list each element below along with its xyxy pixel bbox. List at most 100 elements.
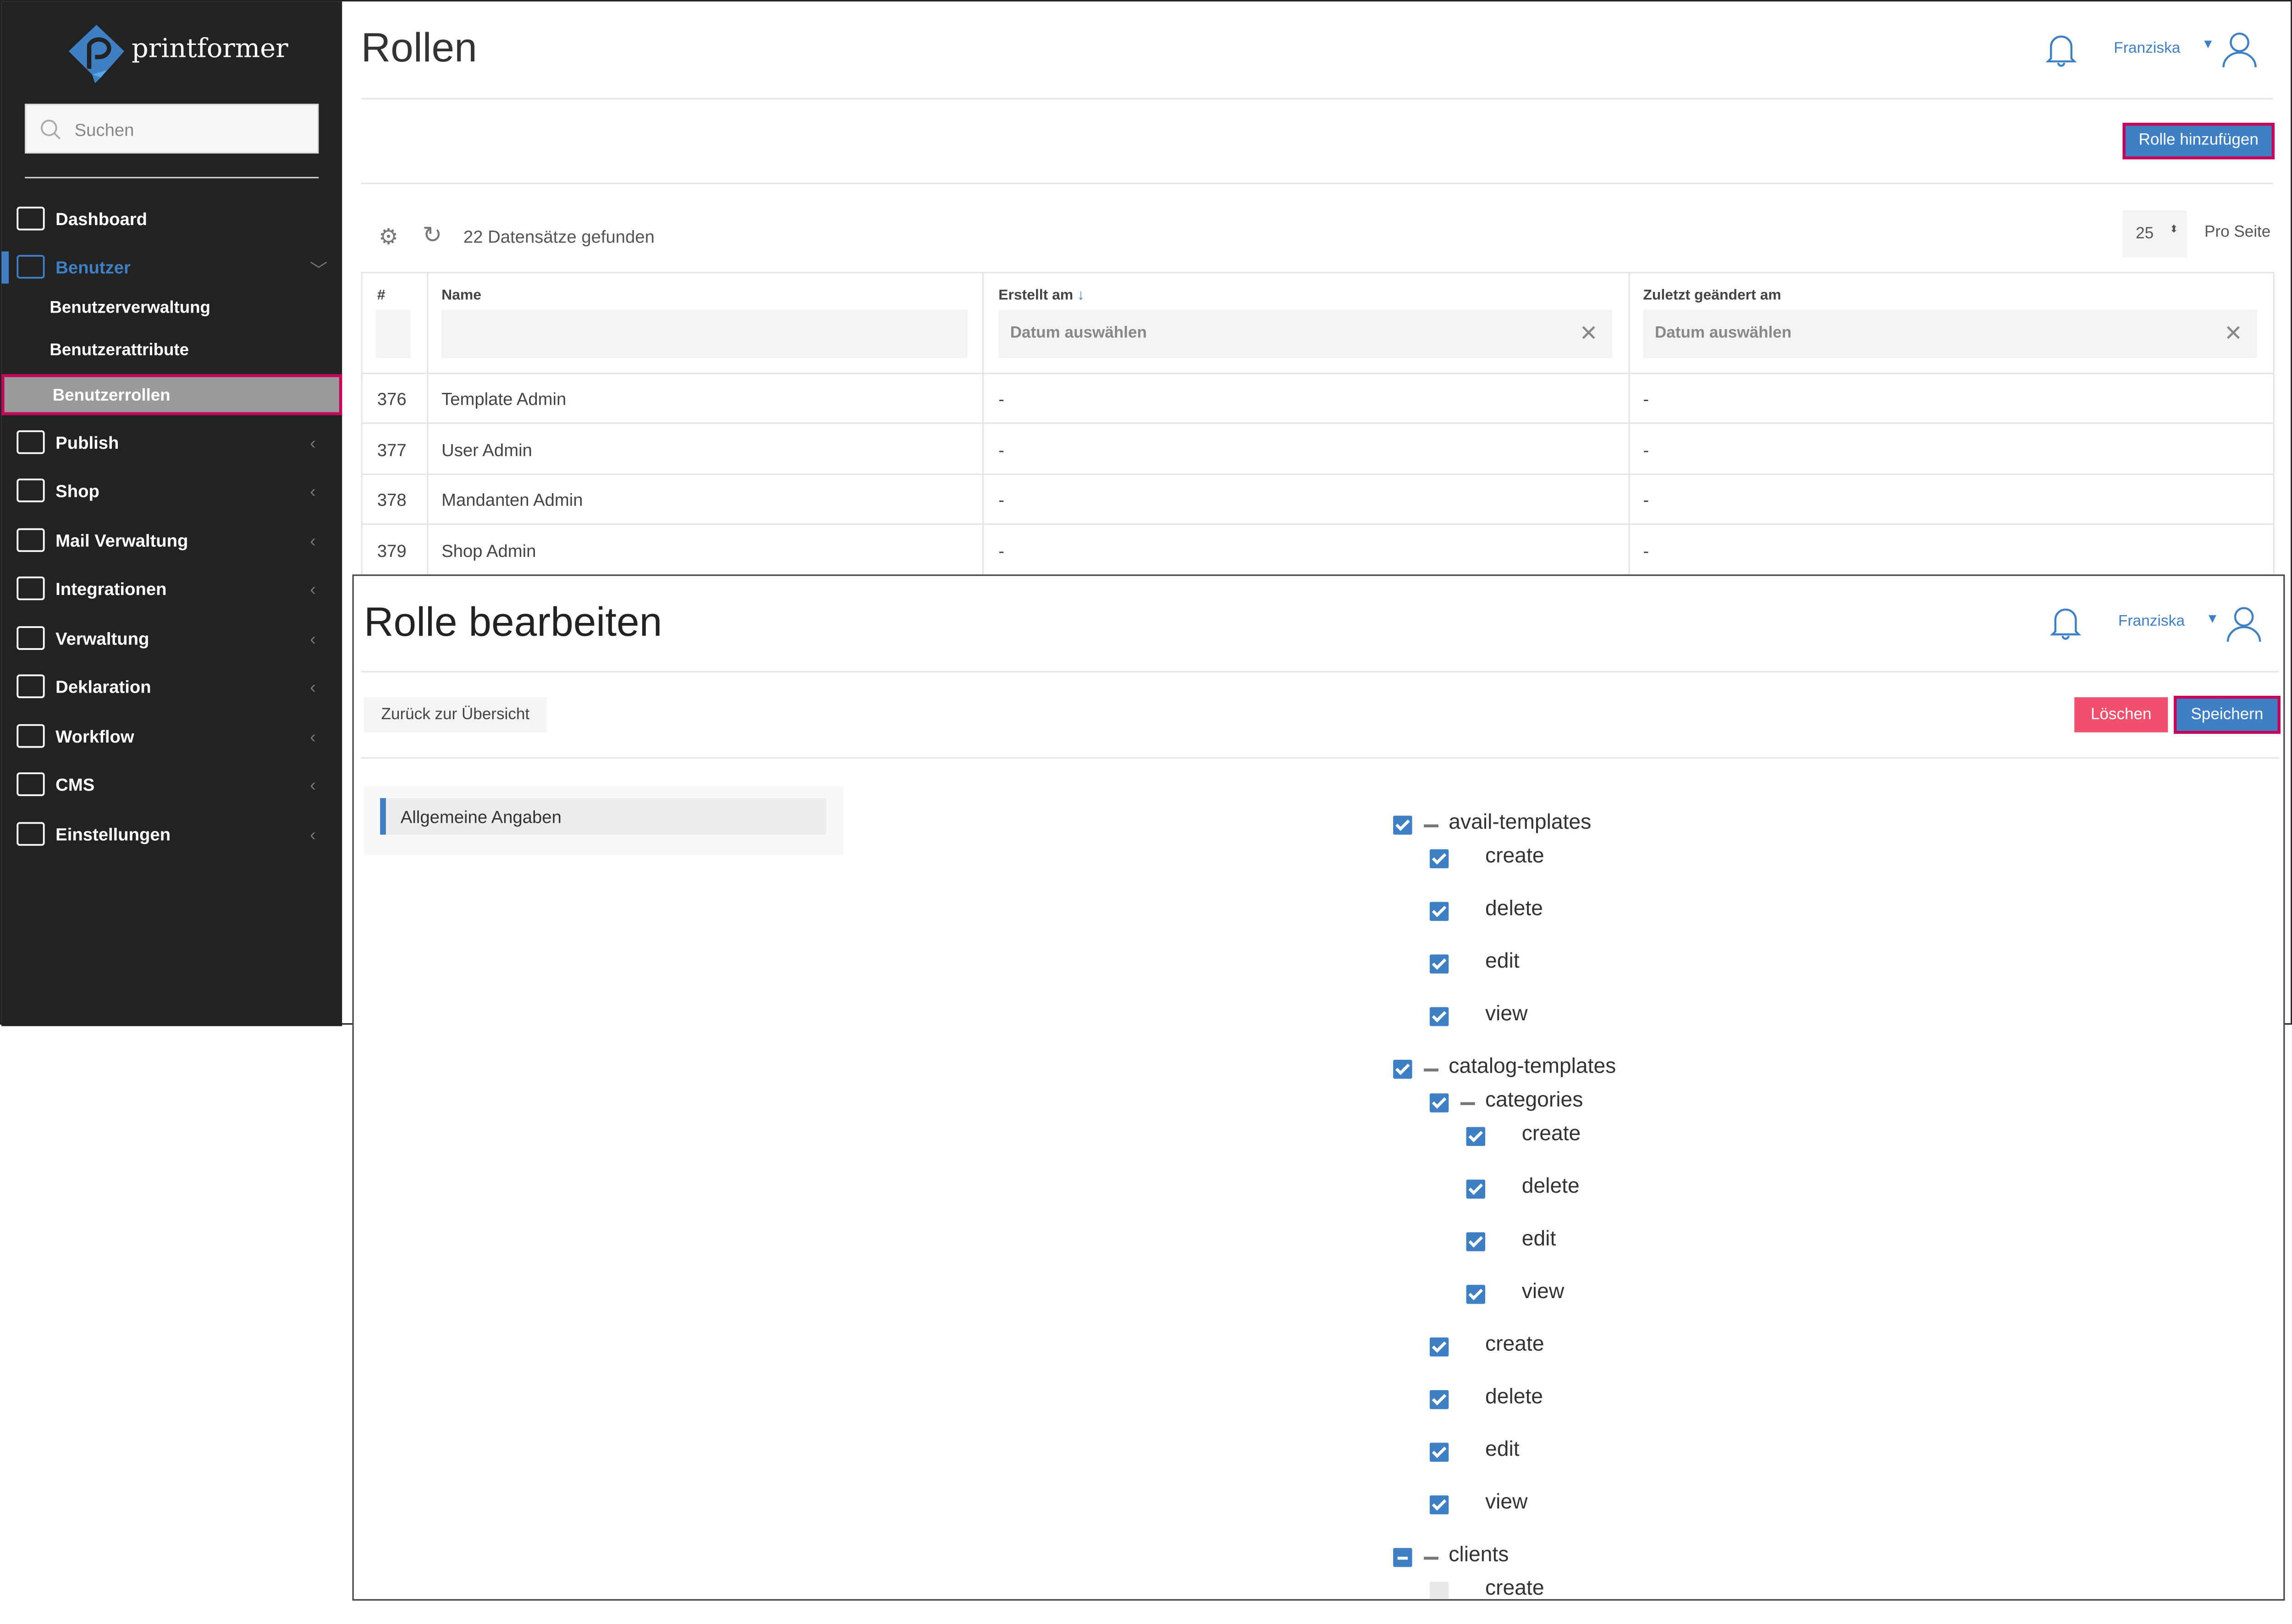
created-date-filter[interactable]: Datum auswählen ✕ bbox=[998, 310, 1613, 358]
records-count: 22 Datensätze gefunden bbox=[463, 226, 655, 247]
sidebar-subitem-benutzerrollen[interactable]: Benutzerrollen bbox=[1, 374, 342, 415]
chevron-left-icon: ‹ bbox=[310, 824, 316, 845]
column-header-id: # bbox=[377, 288, 386, 304]
cell-name: Shop Admin bbox=[441, 540, 536, 561]
cell-modified: - bbox=[1643, 439, 1649, 460]
collapse-dash-icon[interactable] bbox=[1460, 1102, 1475, 1105]
clear-x-icon[interactable]: ✕ bbox=[2224, 321, 2242, 347]
cell-created: - bbox=[998, 490, 1004, 510]
chevron-left-icon: ‹ bbox=[310, 677, 316, 698]
cloud-icon bbox=[17, 576, 45, 600]
permission-label: create bbox=[1485, 1333, 1544, 1357]
permission-checkbox[interactable] bbox=[1393, 815, 1412, 835]
refresh-icon[interactable]: ↻ bbox=[422, 223, 442, 249]
cms-icon bbox=[17, 772, 45, 796]
sidebar-item-workflow[interactable]: Workflow ‹ bbox=[1, 715, 342, 759]
permission-checkbox[interactable] bbox=[1466, 1127, 1486, 1146]
permission-label: edit bbox=[1485, 1438, 1520, 1462]
bell-icon[interactable] bbox=[2045, 32, 2077, 67]
permission-checkbox[interactable] bbox=[1429, 902, 1449, 921]
brand-name: printformer bbox=[132, 33, 288, 65]
sidebar-subitem-label: Benutzerattribute bbox=[50, 342, 189, 360]
table-row[interactable]: 377 User Admin - - bbox=[361, 423, 2273, 474]
permission-checkbox[interactable] bbox=[1429, 1007, 1449, 1026]
caret-down-icon[interactable]: ▼ bbox=[2206, 611, 2219, 626]
sidebar-item-deklaration[interactable]: Deklaration ‹ bbox=[1, 665, 342, 709]
sidebar-subitem-benutzerattribute[interactable]: Benutzerattribute bbox=[1, 332, 342, 373]
caret-down-icon[interactable]: ▼ bbox=[2201, 36, 2215, 51]
column-header-created[interactable]: Erstellt am ↓ bbox=[998, 288, 1085, 304]
user-name[interactable]: Franziska bbox=[2114, 39, 2181, 57]
sidebar-item-integrationen[interactable]: Integrationen ‹ bbox=[1, 567, 342, 611]
permission-checkbox[interactable] bbox=[1466, 1232, 1486, 1251]
permission-item: delete bbox=[1393, 1386, 2124, 1443]
sidebar-item-label: Integrationen bbox=[55, 578, 167, 600]
collapse-dash-icon[interactable] bbox=[1424, 1557, 1438, 1559]
permission-checkbox[interactable] bbox=[1429, 1581, 1449, 1599]
permission-checkbox[interactable] bbox=[1429, 849, 1449, 869]
column-header-modified[interactable]: Zuletzt geändert am bbox=[1643, 288, 1781, 304]
sidebar-item-cms[interactable]: CMS ‹ bbox=[1, 763, 342, 807]
user-name[interactable]: Franziska bbox=[2118, 612, 2185, 630]
sidebar-item-mail-verwaltung[interactable]: Mail Verwaltung ‹ bbox=[1, 519, 342, 563]
permission-item: create bbox=[1393, 1333, 2124, 1390]
permission-checkbox[interactable] bbox=[1429, 1495, 1449, 1514]
permission-checkbox[interactable] bbox=[1429, 1442, 1449, 1462]
sidebar-item-publish[interactable]: Publish ‹ bbox=[1, 421, 342, 465]
settings-gear-icon[interactable]: ⚙ bbox=[378, 225, 398, 250]
permission-checkbox[interactable] bbox=[1393, 1548, 1412, 1567]
edit-role-window: Rolle bearbeiten Franziska ▼ Zurück zur … bbox=[352, 574, 2285, 1601]
sort-desc-arrow-icon: ↓ bbox=[1077, 288, 1085, 304]
chevron-left-icon: ‹ bbox=[310, 432, 316, 453]
clear-x-icon[interactable]: ✕ bbox=[1579, 321, 1598, 347]
permission-label: view bbox=[1485, 1491, 1528, 1514]
sidebar-item-benutzer[interactable]: Benutzer ﹀ bbox=[1, 246, 342, 290]
sidebar-item-verwaltung[interactable]: Verwaltung ‹ bbox=[1, 617, 342, 661]
permission-checkbox[interactable] bbox=[1466, 1179, 1486, 1199]
add-role-button[interactable]: Rolle hinzufügen bbox=[2122, 122, 2275, 160]
permission-item: view bbox=[1393, 1281, 2124, 1338]
collapse-dash-icon[interactable] bbox=[1424, 824, 1438, 827]
sidebar-subitem-benutzerverwaltung[interactable]: Benutzerverwaltung bbox=[1, 289, 342, 330]
table-row[interactable]: 379 Shop Admin - - bbox=[361, 524, 2273, 575]
permission-checkbox[interactable] bbox=[1466, 1285, 1486, 1304]
collapse-dash-icon[interactable] bbox=[1424, 1068, 1438, 1071]
per-page-select[interactable]: 25 ⬍ bbox=[2122, 210, 2187, 258]
search-input[interactable]: Suchen bbox=[25, 104, 319, 154]
permission-checkbox[interactable] bbox=[1429, 1337, 1449, 1357]
gear-icon bbox=[17, 822, 45, 846]
permission-label: edit bbox=[1521, 1228, 1556, 1251]
date-placeholder: Datum auswählen bbox=[1654, 324, 1792, 342]
delete-button[interactable]: Löschen bbox=[2074, 697, 2168, 732]
user-avatar-icon[interactable] bbox=[2222, 31, 2257, 69]
tab-general-info[interactable]: Allgemeine Angaben bbox=[380, 798, 826, 835]
bell-icon[interactable] bbox=[2050, 605, 2082, 640]
chevron-down-icon: ﹀ bbox=[310, 260, 328, 281]
permission-label: delete bbox=[1485, 1386, 1543, 1409]
name-filter[interactable] bbox=[441, 310, 968, 358]
permission-label: categories bbox=[1485, 1089, 1583, 1112]
dashboard-monitor-icon bbox=[17, 206, 45, 231]
workflow-icon bbox=[17, 724, 45, 748]
permission-checkbox[interactable] bbox=[1429, 954, 1449, 974]
sidebar-item-einstellungen[interactable]: Einstellungen ‹ bbox=[1, 813, 342, 857]
modified-date-filter[interactable]: Datum auswählen ✕ bbox=[1643, 310, 2257, 358]
id-filter[interactable] bbox=[375, 310, 411, 358]
sidebar-item-label: Deklaration bbox=[55, 677, 151, 698]
sidebar-item-dashboard[interactable]: Dashboard bbox=[1, 198, 342, 242]
back-to-overview-button[interactable]: Zurück zur Übersicht bbox=[364, 697, 547, 732]
permission-checkbox[interactable] bbox=[1429, 1093, 1449, 1112]
chevron-left-icon: ‹ bbox=[310, 578, 316, 600]
updown-arrow-icon: ⬍ bbox=[2169, 225, 2178, 236]
table-row[interactable]: 378 Mandanten Admin - - bbox=[361, 473, 2273, 525]
column-header-name[interactable]: Name bbox=[441, 288, 481, 304]
permission-label: view bbox=[1521, 1280, 1565, 1304]
permission-checkbox[interactable] bbox=[1393, 1060, 1412, 1079]
save-button[interactable]: Speichern bbox=[2174, 695, 2281, 734]
permission-label: create bbox=[1485, 845, 1544, 869]
cell-created: - bbox=[998, 439, 1004, 460]
permission-checkbox[interactable] bbox=[1429, 1390, 1449, 1409]
table-row[interactable]: 376 Template Admin - - bbox=[361, 373, 2273, 424]
user-avatar-icon[interactable] bbox=[2226, 605, 2262, 643]
sidebar-item-shop[interactable]: Shop ‹ bbox=[1, 469, 342, 513]
